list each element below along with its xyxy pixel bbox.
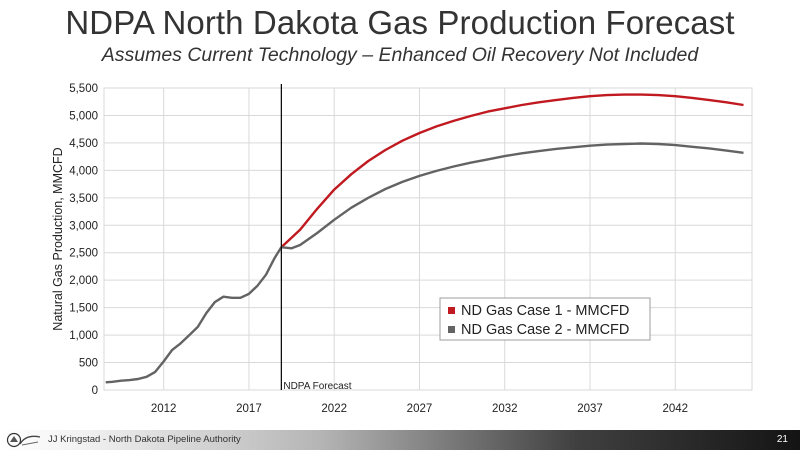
legend-label-case1: ND Gas Case 1 - MMCFD (461, 303, 629, 319)
grid (103, 87, 753, 391)
footer-bar (0, 430, 800, 450)
y-axis-label: Natural Gas Production, MMCFD (51, 147, 65, 330)
y-tick-label: 3,500 (69, 193, 98, 205)
y-tick-label: 3,000 (69, 220, 98, 232)
x-tick-label: 2017 (236, 403, 262, 415)
x-tick-label: 2022 (321, 403, 347, 415)
y-tick-label: 500 (79, 358, 98, 370)
legend-box (439, 297, 651, 341)
y-tick-label: 2,500 (69, 248, 98, 260)
legend-swatch-case1 (448, 307, 455, 314)
plot-frame (103, 87, 753, 391)
series-layer (105, 93, 744, 384)
legend-label-case2: ND Gas Case 2 - MMCFD (461, 322, 629, 338)
axes: 0 500 1,000 1,500 2,000 2,500 3,000 3,500 4,000 4… (51, 83, 688, 415)
series-line-case2 (281, 142, 744, 250)
page-number: 21 (776, 434, 788, 445)
y-tick-label: 4,500 (69, 138, 98, 150)
series-line-history (105, 246, 283, 384)
ndpa-logo-icon (6, 432, 41, 448)
legend-swatch-case2 (448, 326, 455, 333)
legend: ND Gas Case 1 - MMCFD ND Gas Case 2 - MM… (439, 297, 651, 341)
forecast-annotation: NDPA Forecast (283, 381, 351, 392)
y-tick-label: 1,500 (69, 303, 98, 315)
y-tick-label: 4,000 (69, 165, 98, 177)
y-tick-label: 1,000 (69, 330, 98, 342)
series-line-case1 (280, 93, 744, 249)
x-tick-label: 2027 (407, 403, 433, 415)
gas-production-chart: 0 500 1,000 1,500 2,000 2,500 3,000 3,500 4,000 4… (51, 83, 753, 415)
footer-author: JJ Kringstad - North Dakota Pipeline Aut… (48, 434, 241, 445)
slide-title: NDPA North Dakota Gas Production Forecas… (65, 4, 735, 41)
y-tick-label: 0 (92, 385, 98, 397)
y-tick-label: 5,500 (69, 83, 98, 95)
x-tick-label: 2037 (577, 403, 603, 415)
x-tick-label: 2042 (662, 403, 688, 415)
x-tick-label: 2032 (492, 403, 518, 415)
slide-subtitle: Assumes Current Technology – Enhanced Oi… (101, 44, 699, 66)
x-tick-label: 2012 (151, 403, 177, 415)
y-tick-label: 5,000 (69, 110, 98, 122)
y-tick-label: 2,000 (69, 275, 98, 287)
